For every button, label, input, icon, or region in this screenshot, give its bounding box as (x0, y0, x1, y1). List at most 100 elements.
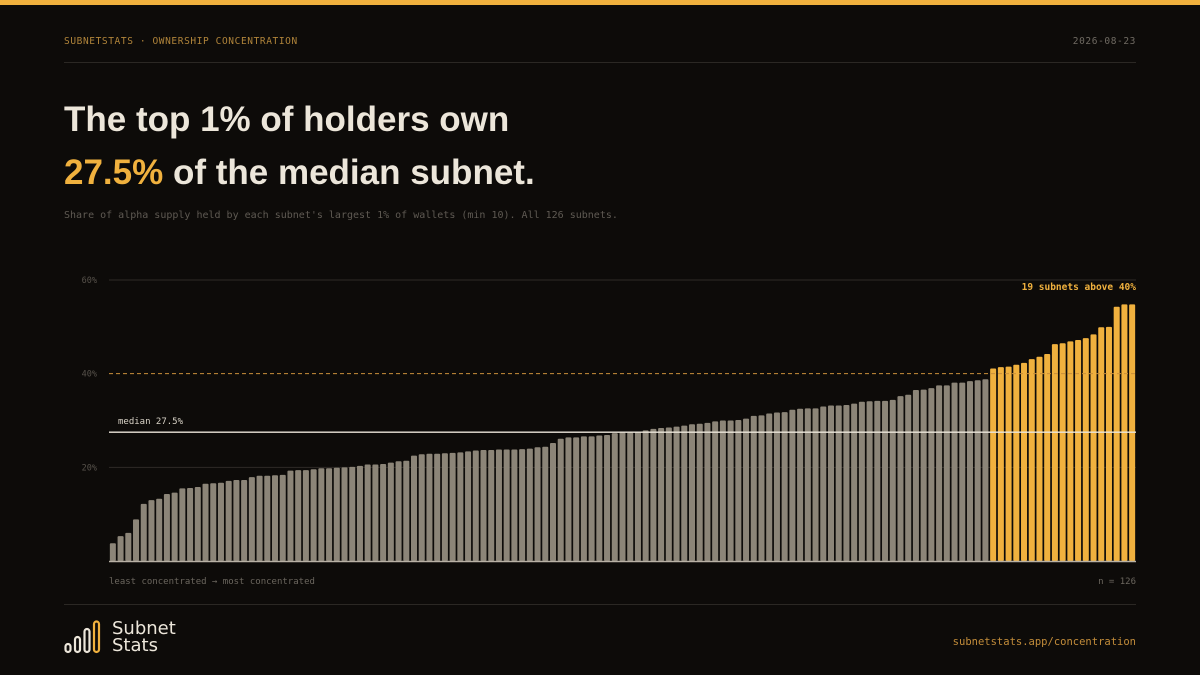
headline-line-1: The top 1% of holders own (64, 100, 510, 139)
bar (820, 406, 827, 561)
bar (696, 423, 703, 561)
bar (766, 413, 773, 561)
bar (990, 368, 997, 561)
bar (665, 427, 672, 561)
bar (951, 382, 958, 561)
bar (812, 408, 819, 561)
headline-median-value: 27.5% (64, 153, 164, 192)
bar (163, 494, 170, 561)
bar (866, 401, 873, 561)
bar (1098, 327, 1105, 561)
bar (997, 367, 1004, 561)
bar (920, 389, 927, 561)
bar (302, 470, 309, 561)
bar (310, 469, 317, 561)
bar (634, 431, 641, 561)
headline-line-2: 27.5% of the median subnet. (64, 153, 535, 193)
bar (905, 394, 912, 561)
bar (418, 454, 425, 561)
bar (1044, 353, 1051, 561)
bar (1051, 344, 1058, 561)
bar (658, 427, 665, 561)
bar (758, 415, 765, 561)
bar (580, 436, 587, 561)
bar (333, 467, 340, 561)
bar (565, 437, 572, 561)
bar (928, 388, 935, 561)
y-tick-label: 60% (82, 276, 97, 286)
bar (542, 446, 549, 561)
bar (410, 455, 418, 561)
bar (395, 461, 402, 561)
bar (1082, 338, 1089, 561)
bar (465, 451, 472, 561)
bar (1005, 366, 1012, 561)
bar (604, 435, 611, 561)
bar (264, 475, 271, 561)
header-divider (64, 62, 1136, 63)
bar (750, 415, 757, 561)
bar (642, 430, 649, 561)
bar (349, 466, 356, 561)
bar (596, 435, 603, 561)
bar (1113, 306, 1120, 561)
bar (503, 449, 510, 561)
bar (1036, 356, 1043, 561)
bar (179, 488, 186, 561)
bar (681, 425, 688, 561)
bar (148, 500, 155, 561)
brand-name-line-2: Stats (112, 635, 158, 656)
concentration-bar-chart: 20% 40% 60% 19 subnets above 40% median 27.5… (82, 276, 1137, 587)
bar (573, 437, 580, 561)
bar (194, 487, 201, 561)
bar (140, 503, 147, 561)
bar (387, 462, 394, 561)
bar (650, 428, 657, 561)
bar (1075, 339, 1082, 561)
y-tick-label: 20% (82, 463, 97, 473)
bar (882, 400, 889, 561)
bar (434, 453, 441, 561)
bar (279, 474, 286, 561)
bar (912, 390, 919, 561)
bar (781, 412, 788, 561)
bar (936, 385, 943, 561)
bar (117, 536, 124, 561)
bar (380, 464, 387, 561)
brand-name-line-1: Subnet (112, 618, 176, 639)
bar (549, 442, 557, 561)
bar (210, 483, 217, 561)
bar (341, 467, 348, 561)
bar (851, 403, 858, 561)
bar (1067, 341, 1074, 561)
bar (843, 405, 850, 561)
bar (858, 401, 865, 561)
bar (241, 479, 248, 561)
bar (217, 482, 224, 561)
bar (472, 450, 479, 561)
bar (943, 385, 950, 561)
bar (495, 449, 502, 561)
bar (202, 483, 209, 561)
bar (588, 436, 595, 561)
accent-top-bar (0, 0, 1200, 5)
bar (1028, 359, 1035, 561)
bar (534, 447, 541, 561)
bar-chart-logo-icon (64, 620, 101, 654)
footer-url-link[interactable]: subnetstats.app/concentration (952, 636, 1136, 648)
bar (789, 409, 796, 561)
bar (1013, 364, 1020, 561)
bar (109, 543, 116, 561)
header-section-title: SUBNETSTATS · OWNERSHIP CONCENTRATION (64, 36, 298, 47)
bar (1105, 326, 1112, 561)
bar (457, 452, 464, 561)
median-label: median 27.5% (118, 417, 184, 427)
bar (827, 405, 835, 561)
bar (627, 432, 634, 561)
bar (256, 475, 263, 561)
bar (519, 449, 526, 561)
bar (727, 420, 734, 561)
bar (295, 470, 302, 561)
bar (874, 400, 881, 561)
headline-line-2-text: of the median subnet. (163, 153, 535, 192)
